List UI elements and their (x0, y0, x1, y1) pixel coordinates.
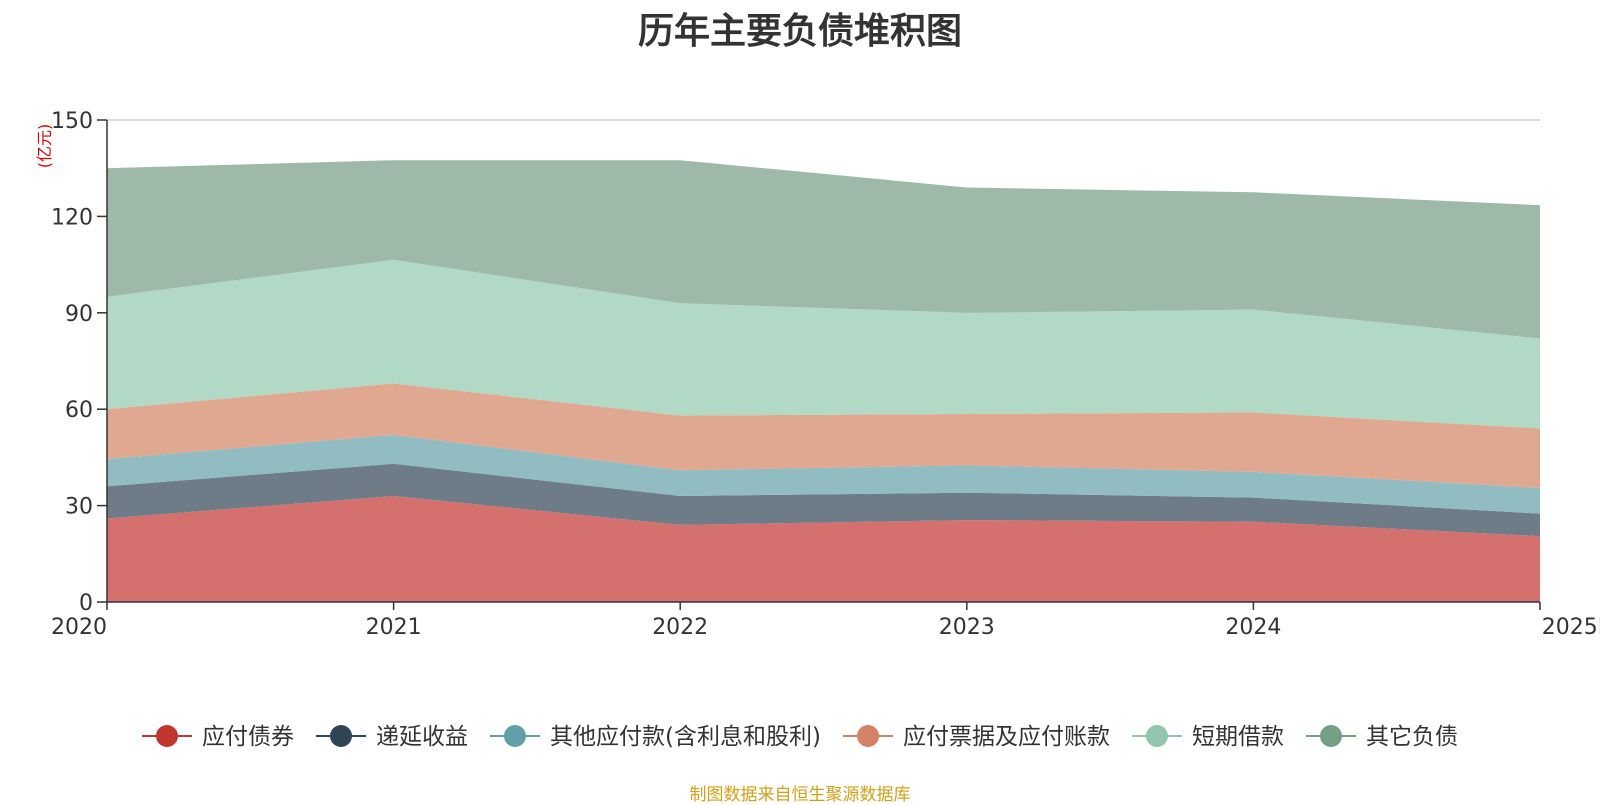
y-tick-label-0: 0 (79, 591, 93, 616)
x-tick-label-0: 2020 (51, 615, 107, 640)
y-axis-unit-label: (亿元) (35, 124, 54, 169)
legend-item-2[interactable]: 其他应付款(含利息和股利) (490, 724, 821, 750)
area-series-0 (107, 496, 1540, 602)
y-tick-label-3: 90 (65, 302, 93, 327)
legend-item-1[interactable]: 递延收益 (316, 724, 468, 750)
x-tick-label-3: 2023 (939, 615, 995, 640)
legend-item-0[interactable]: 应付债券 (142, 724, 294, 750)
x-tick-label-2: 2022 (652, 615, 708, 640)
chart-title: 历年主要负债堆积图 (637, 11, 962, 52)
legend-label-4: 短期借款 (1192, 724, 1284, 750)
area-series-1 (107, 463, 1540, 537)
x-tick-label-1: 2021 (366, 615, 422, 640)
legend-marker-4 (1146, 725, 1168, 747)
legend-label-3: 应付票据及应付账款 (903, 724, 1110, 750)
legend-label-2: 其他应付款(含利息和股利) (550, 724, 821, 750)
legend-label-1: 递延收益 (376, 724, 468, 750)
y-tick-label-4: 120 (51, 205, 93, 230)
axes: 0 30 60 90 120 150 2020 2021 2022 2023 2024 2025H1 (51, 109, 1600, 640)
legend-marker-5 (1320, 725, 1342, 747)
legend-marker-2 (504, 725, 526, 747)
legend-marker-1 (330, 725, 352, 747)
y-tick-label-5: 150 (51, 109, 93, 134)
legend-item-3[interactable]: 应付票据及应付账款 (843, 724, 1110, 750)
legend-item-4[interactable]: 短期借款 (1132, 724, 1284, 750)
legend-label-0: 应付债券 (202, 724, 294, 750)
x-tick-label-5: 2025H1 (1542, 615, 1600, 640)
legend-item-5[interactable]: 其它负债 (1306, 724, 1458, 750)
legend-label-5: 其它负债 (1366, 724, 1458, 750)
legend-marker-3 (857, 725, 879, 747)
legend-marker-0 (156, 725, 178, 747)
area-series-2 (107, 434, 1540, 514)
legend[interactable]: 应付债券 递延收益 其他应付款(含利息和股利) 应付票据及应付账款 短期借款 其它负债 (142, 724, 1458, 750)
area-series-5 (107, 160, 1540, 339)
y-tick-label-2: 60 (65, 398, 93, 423)
x-tick-label-4: 2024 (1225, 615, 1281, 640)
y-tick-label-1: 30 (65, 495, 93, 520)
area-series-4 (107, 259, 1540, 429)
data-source-note: 制图数据来自恒生聚源数据库 (689, 785, 911, 805)
area-series-3 (107, 383, 1540, 488)
stacked-areas (107, 160, 1540, 602)
